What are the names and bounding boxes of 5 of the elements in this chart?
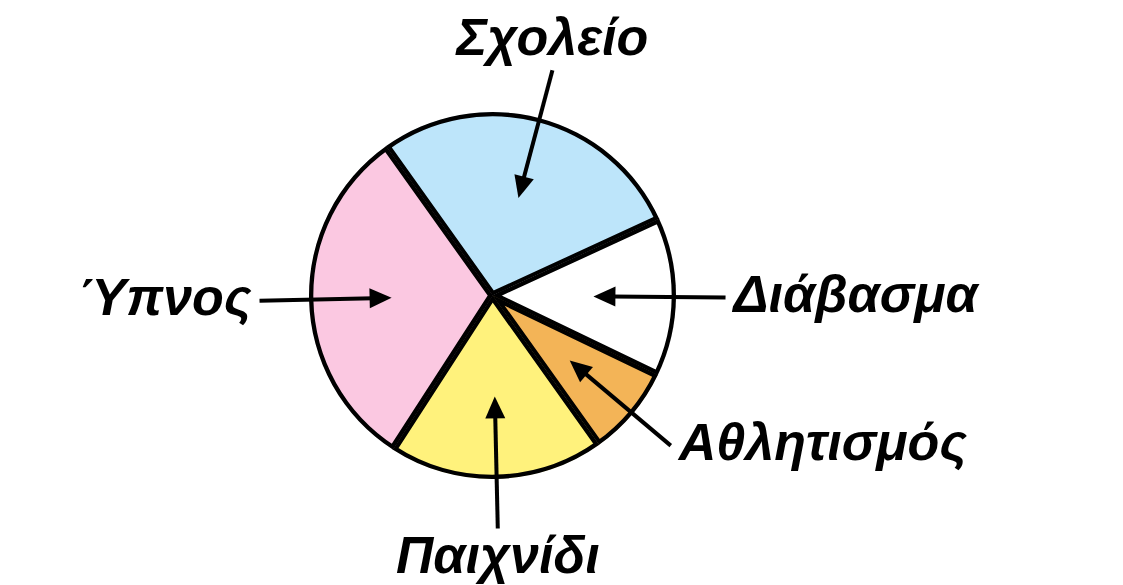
slice-label: Σχολείο	[454, 7, 649, 66]
slice-label: Ύπνος	[77, 268, 252, 327]
slice-label: Διάβασμα	[731, 264, 981, 323]
slice-label: Αθλητισμός	[676, 412, 968, 471]
slice-label: Παιχνίδι	[395, 525, 600, 584]
